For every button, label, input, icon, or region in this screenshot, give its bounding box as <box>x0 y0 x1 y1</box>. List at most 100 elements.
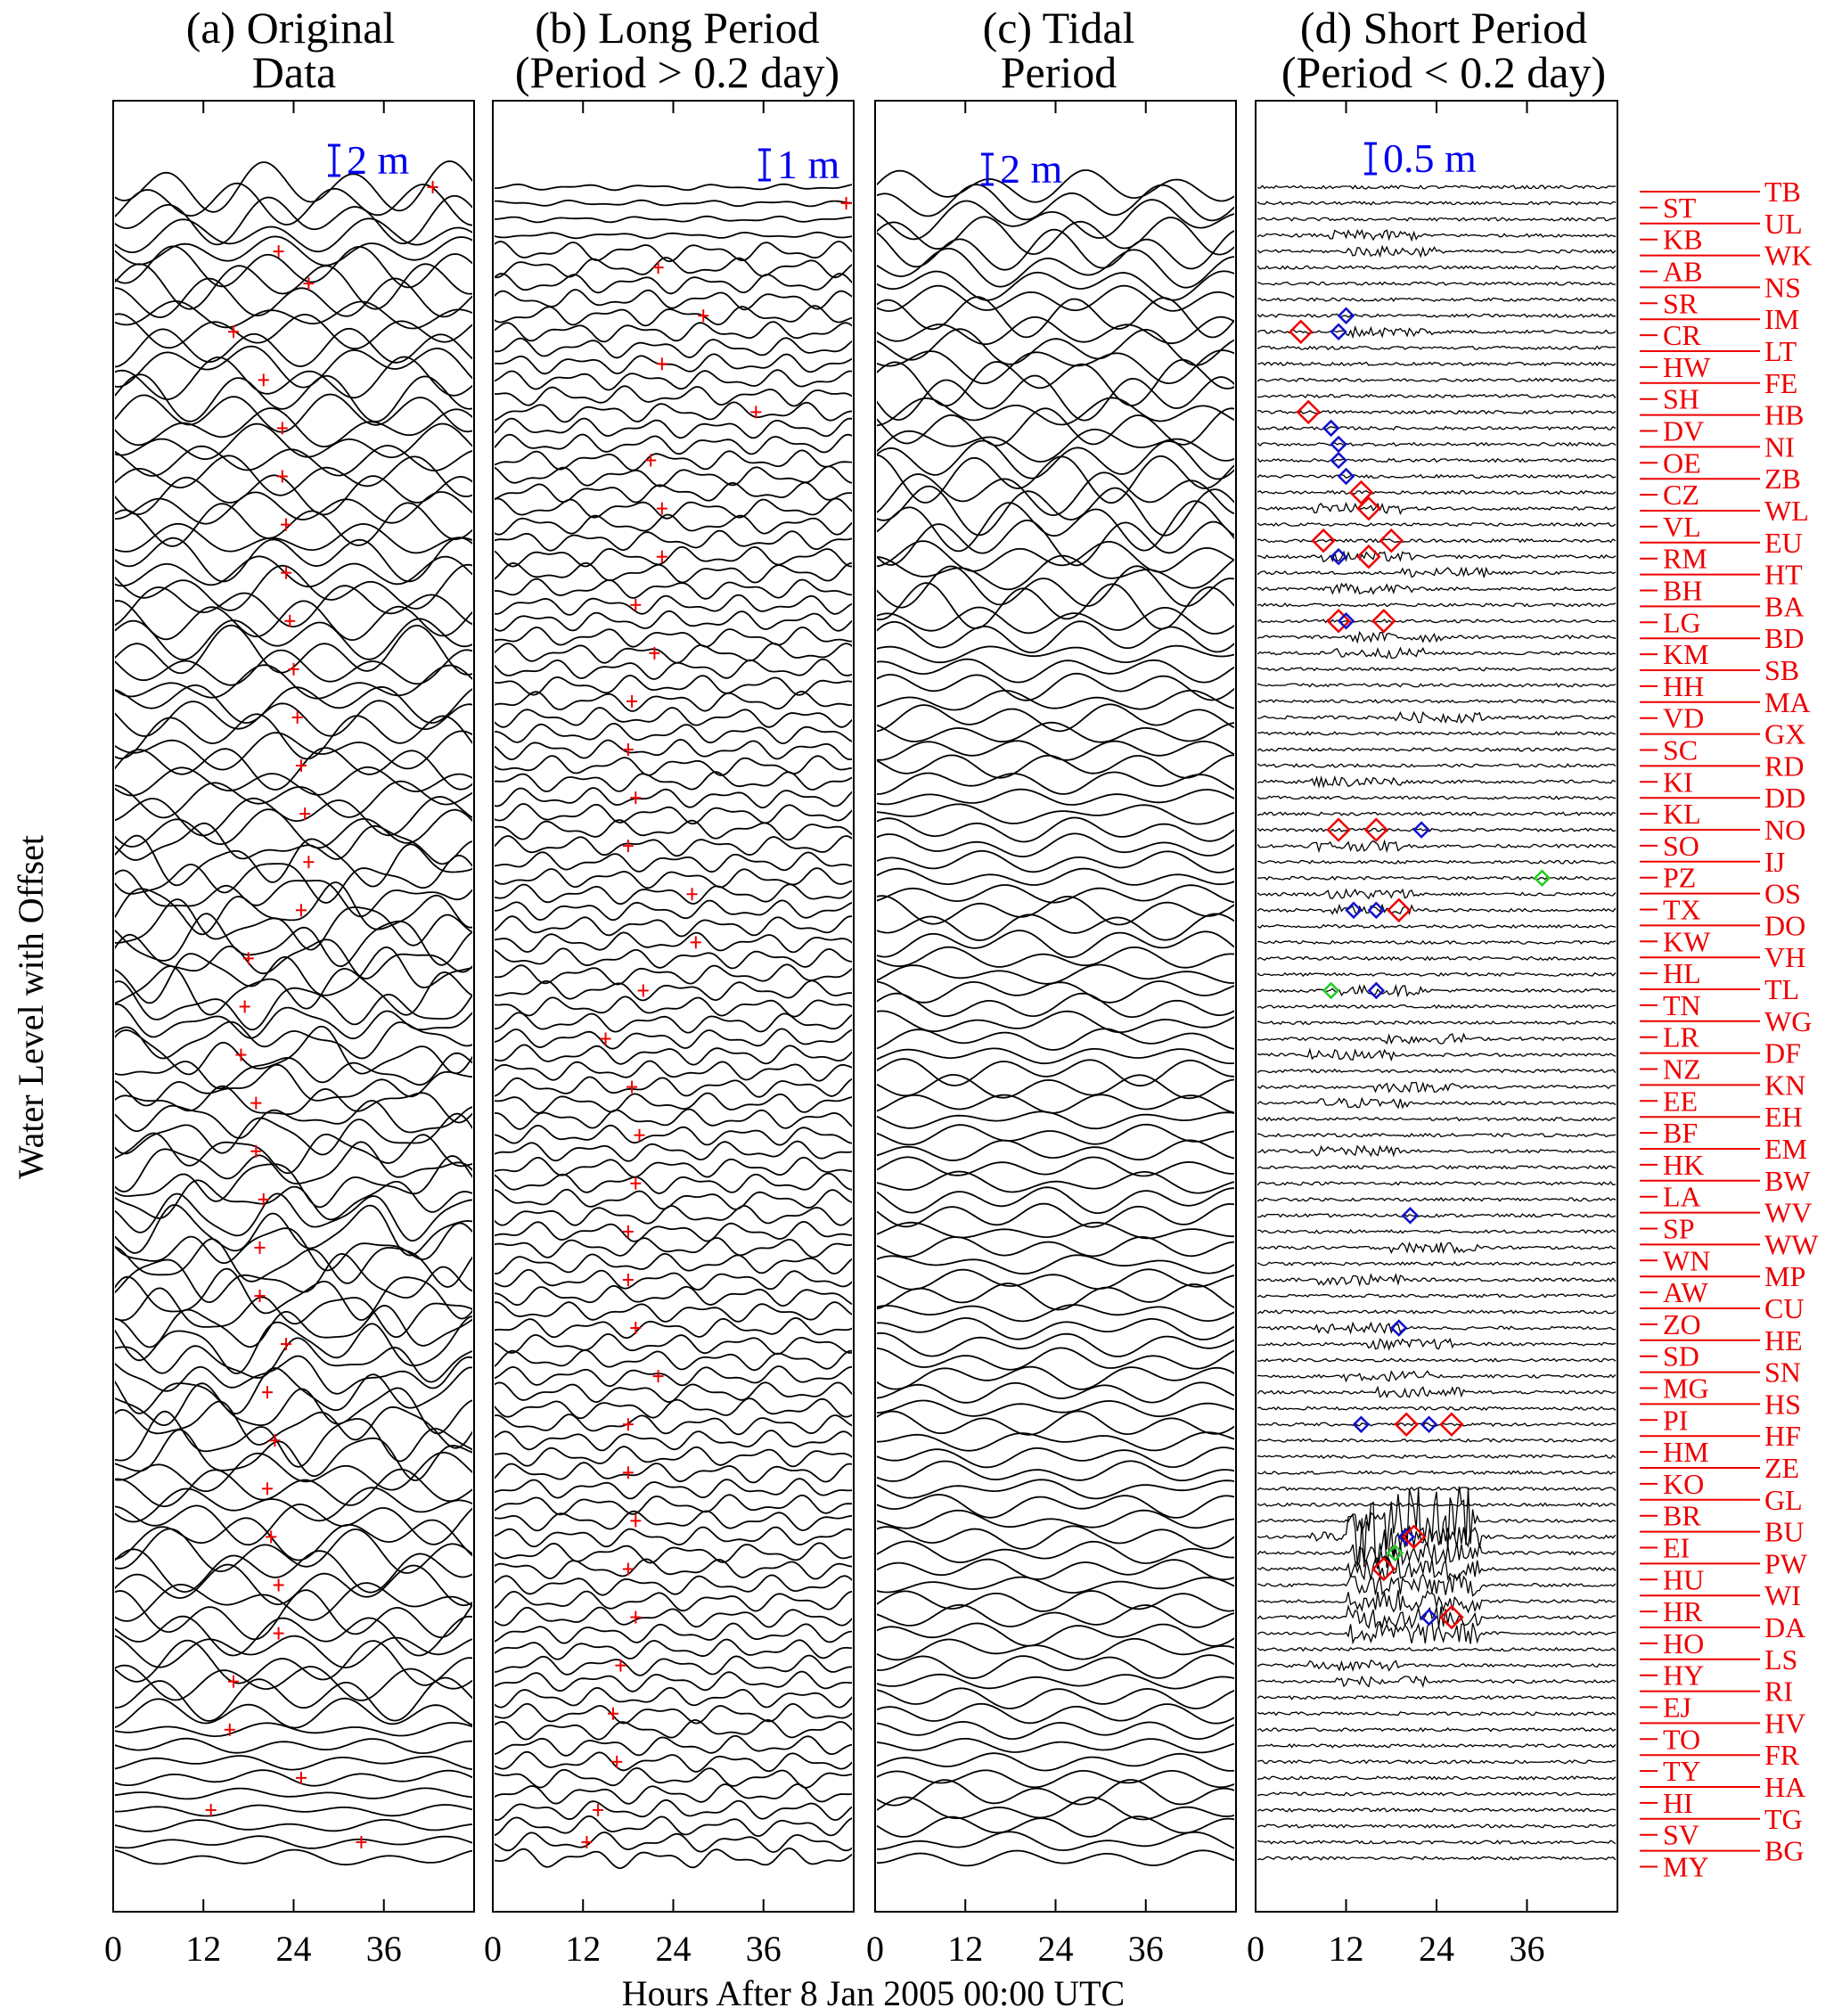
panel-a-trace-67 <box>115 1238 472 1288</box>
panel-d-trace-102 <box>1257 1823 1616 1829</box>
panel-b-trace-88 <box>495 1590 852 1612</box>
station-label-left-HR: HR <box>1663 1595 1703 1627</box>
station-label-left-HW: HW <box>1663 351 1711 383</box>
station-label-right-ZB: ZB <box>1764 463 1801 495</box>
panel-c-trace-30 <box>877 658 1234 684</box>
panel-b-trace-34 <box>495 722 852 745</box>
panel-b-trace-4 <box>495 241 852 263</box>
panel-d-trace-26 <box>1257 602 1616 608</box>
station-label-left-SP: SP <box>1663 1213 1695 1245</box>
panel-a-scale-label: 2 m <box>347 137 410 183</box>
panel-c-trace-34 <box>877 721 1234 743</box>
station-label-left-TY: TY <box>1663 1755 1701 1787</box>
station-label-left-VD: VD <box>1663 702 1704 734</box>
panel-d-trace-66 <box>1257 1242 1616 1255</box>
panel-c-trace-8 <box>877 296 1234 339</box>
station-label-right-WK: WK <box>1764 240 1812 272</box>
station-label-right-HE: HE <box>1764 1324 1803 1356</box>
panel-c-trace-2 <box>877 199 1234 241</box>
panel-b-trace-99 <box>495 1766 852 1789</box>
panel-d-diamond-blue-25 <box>1367 981 1386 1000</box>
panel-c-trace-66 <box>877 1235 1234 1258</box>
station-label-right-OS: OS <box>1764 878 1801 910</box>
station-label-left-SD: SD <box>1663 1340 1699 1373</box>
panel-c-trace-93 <box>877 1673 1234 1690</box>
panel-d-diamond-red-33 <box>1401 1524 1427 1550</box>
panel-d-trace-6 <box>1257 281 1616 286</box>
panel-b-trace-63 <box>495 1188 852 1210</box>
panel-d-trace-15 <box>1257 425 1616 431</box>
station-label-left-KI: KI <box>1663 766 1693 798</box>
station-label-left-KM: KM <box>1663 638 1709 670</box>
panel-a-trace-77 <box>115 1400 472 1449</box>
panel-a-trace-14 <box>115 393 472 433</box>
panel-d-trace-13 <box>1257 393 1616 399</box>
panel-d-trace-30 <box>1257 667 1616 672</box>
panel-c-trace-87 <box>877 1576 1234 1594</box>
panel-d-trace-20 <box>1257 502 1616 516</box>
panel-b-trace-15 <box>495 417 852 439</box>
panel-c-trace-77 <box>877 1410 1234 1436</box>
station-label-right-IJ: IJ <box>1764 846 1785 878</box>
station-label-left-OE: OE <box>1663 447 1701 479</box>
panel-b-trace-0 <box>495 183 852 192</box>
station-label-right-RI: RI <box>1764 1676 1793 1708</box>
panel-a-trace-17 <box>115 445 472 477</box>
panel-d-diamond-blue-32 <box>1397 1528 1415 1546</box>
panel-a-trace-96 <box>115 1722 472 1738</box>
panel-a-trace-54 <box>115 1025 472 1076</box>
panel-d-trace-28 <box>1257 630 1616 644</box>
panel-a-trace-7 <box>115 277 472 318</box>
panel-d-diamond-red-23 <box>1386 897 1412 923</box>
station-label-right-TL: TL <box>1764 973 1799 1005</box>
panel-d-diamond-blue-26 <box>1401 1207 1420 1225</box>
station-label-right-HF: HF <box>1764 1420 1801 1452</box>
panel-b-trace-1 <box>495 199 852 208</box>
panel-c-trace-73 <box>877 1347 1234 1371</box>
station-label-right-GL: GL <box>1764 1484 1803 1516</box>
panel-d-diamond-blue-28 <box>1352 1415 1371 1433</box>
station-label-right-BD: BD <box>1764 622 1804 654</box>
panel-b-trace-9 <box>495 321 852 343</box>
panel-d-trace-44 <box>1257 888 1616 900</box>
panel-a-trace-56 <box>115 1063 472 1107</box>
panel-b-trace-76 <box>495 1397 852 1420</box>
panel-b-trace-43 <box>495 867 852 889</box>
panel-d-trace-77 <box>1257 1422 1616 1427</box>
panel-a-tick-label-12: 12 <box>185 1929 221 1969</box>
panel-a-trace-75 <box>115 1366 472 1415</box>
panel-b-trace-77 <box>495 1414 852 1436</box>
panel-d-trace-53 <box>1257 1032 1616 1045</box>
station-label-right-EM: EM <box>1764 1133 1807 1165</box>
panel-a-trace-76 <box>115 1382 472 1435</box>
panel-a-trace-38 <box>115 780 472 819</box>
station-label-left-KB: KB <box>1663 224 1702 256</box>
panel-b-trace-51 <box>495 996 852 1018</box>
panel-d-trace-34 <box>1257 731 1616 736</box>
panel-b-trace-32 <box>495 690 852 712</box>
panel-c-trace-26 <box>877 582 1234 630</box>
panel-d-trace-40 <box>1257 827 1616 832</box>
panel-c-trace-22 <box>877 520 1234 567</box>
panel-d-trace-10 <box>1257 345 1616 350</box>
panel-c-trace-21 <box>877 500 1234 553</box>
station-label-right-LS: LS <box>1764 1643 1797 1676</box>
panel-c-trace-57 <box>877 1094 1234 1114</box>
panel-a-trace-18 <box>115 455 472 497</box>
panel-c-trace-1 <box>877 184 1234 222</box>
panel-c-trace-64 <box>877 1202 1234 1228</box>
station-label-right-FE: FE <box>1764 367 1797 399</box>
station-label-left-LG: LG <box>1663 606 1701 638</box>
panel-d-trace-67 <box>1257 1261 1616 1266</box>
panel-d-diamond-red-10 <box>1311 528 1336 553</box>
panel-a-trace-47 <box>115 913 472 968</box>
station-label-left-KW: KW <box>1663 925 1711 957</box>
panel-a-trace-52 <box>115 1003 472 1040</box>
panel-c-trace-35 <box>877 740 1234 761</box>
panel-d-trace-78 <box>1257 1438 1616 1443</box>
panel-d-trace-8 <box>1257 313 1616 318</box>
panel-c-trace-38 <box>877 788 1234 806</box>
panel-b-title-line1: (b) Long Period <box>535 3 819 53</box>
panel-d-diamond-red-37 <box>1439 1604 1464 1630</box>
panel-a-trace-20 <box>115 491 472 525</box>
